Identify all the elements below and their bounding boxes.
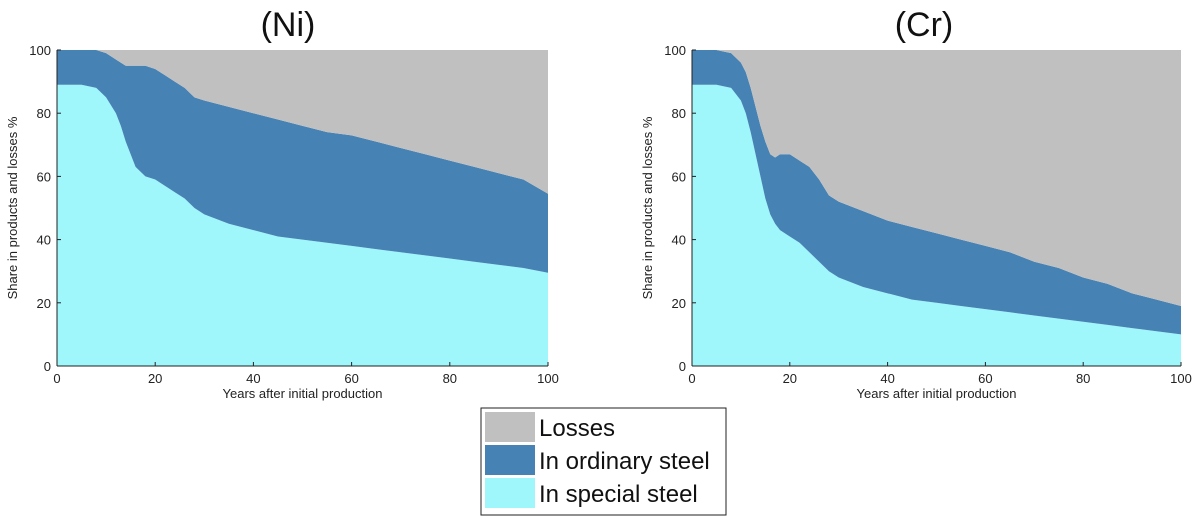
legend-swatch bbox=[485, 478, 535, 508]
area-losses bbox=[57, 50, 548, 194]
x-tick-label: 0 bbox=[688, 371, 695, 386]
chart-panel-ni: (Ni) 0 20 40 60 80 100 0 20 40 60 80 100 Years after … bbox=[5, 6, 559, 401]
legend-label: Losses bbox=[539, 415, 615, 442]
x-axis-label: Years after initial production bbox=[857, 386, 1017, 401]
x-axis-label: Years after initial production bbox=[223, 386, 383, 401]
y-tick-label: 60 bbox=[37, 169, 51, 184]
y-tick-label: 100 bbox=[29, 43, 51, 58]
x-tick-label: 60 bbox=[978, 371, 992, 386]
y-tick-label: 40 bbox=[672, 233, 686, 248]
legend-swatch bbox=[485, 412, 535, 442]
legend: Losses In ordinary steel In special steel bbox=[480, 407, 727, 516]
y-axis-label: Share in products and losses % bbox=[640, 116, 655, 299]
y-axis-label: Share in products and losses % bbox=[5, 116, 20, 299]
x-tick-label: 60 bbox=[344, 371, 358, 386]
chart-title: (Ni) bbox=[261, 6, 316, 44]
x-tick-label: 100 bbox=[1170, 371, 1192, 386]
y-tick-label: 100 bbox=[664, 43, 686, 58]
y-tick-label: 60 bbox=[672, 169, 686, 184]
y-tick-label: 80 bbox=[672, 106, 686, 121]
x-tick-label: 100 bbox=[537, 371, 559, 386]
x-tick-label: 40 bbox=[880, 371, 894, 386]
area-in-ordinary-steel bbox=[692, 50, 1181, 335]
y-tick-label: 40 bbox=[37, 233, 51, 248]
y-tick-label: 20 bbox=[37, 296, 51, 311]
legend-swatch bbox=[485, 445, 535, 475]
chart-title: (Cr) bbox=[895, 6, 954, 44]
x-tick-label: 80 bbox=[1076, 371, 1090, 386]
x-tick-label: 20 bbox=[148, 371, 162, 386]
area-in-special-steel bbox=[692, 84, 1181, 366]
area-in-special-steel bbox=[57, 84, 548, 366]
x-tick-label: 80 bbox=[443, 371, 457, 386]
y-tick-label: 0 bbox=[44, 359, 51, 374]
x-tick-label: 40 bbox=[246, 371, 260, 386]
y-tick-label: 20 bbox=[672, 296, 686, 311]
legend-label: In special steel bbox=[539, 481, 698, 508]
chart-panel-cr: (Cr) 0 20 40 60 80 100 0 20 40 60 80 100 Years after … bbox=[640, 6, 1192, 401]
legend-label: In ordinary steel bbox=[539, 448, 710, 475]
area-in-ordinary-steel bbox=[57, 50, 548, 273]
y-tick-label: 80 bbox=[37, 106, 51, 121]
x-tick-label: 0 bbox=[53, 371, 60, 386]
x-tick-label: 20 bbox=[783, 371, 797, 386]
y-tick-label: 0 bbox=[679, 359, 686, 374]
area-losses bbox=[692, 50, 1181, 306]
